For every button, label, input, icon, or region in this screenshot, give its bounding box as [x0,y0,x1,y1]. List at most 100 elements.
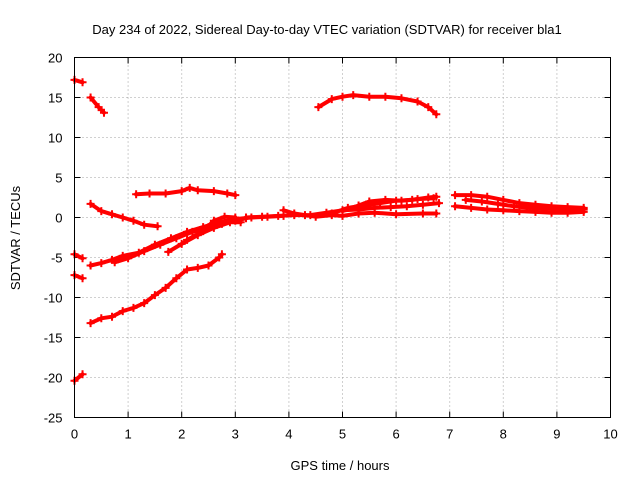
data-point [413,195,422,204]
data-point [209,223,218,232]
data-point [290,209,299,218]
data-point [108,312,117,321]
data-point [86,319,95,328]
series-arc-19 [86,250,226,328]
data-point [223,189,232,198]
y-tick-label: 0 [55,211,62,226]
series-arc-6 [70,250,87,263]
data-point [177,187,186,196]
series-arc-4 [132,183,240,200]
data-point [526,203,535,212]
data-point [161,283,170,292]
data-point [108,210,117,219]
x-tick-label: 2 [178,427,185,442]
data-point [510,202,519,211]
data-point [97,314,106,323]
data-point [579,205,588,214]
data-point [432,209,441,218]
x-tick-label: 7 [446,427,453,442]
data-point [193,186,202,195]
data-point [199,227,208,236]
y-axis-label: SDTVAR / TECUs [8,185,23,290]
data-point [558,205,567,214]
data-point [118,213,127,222]
data-point [311,212,320,221]
data-point [397,196,406,205]
data-point [354,209,363,218]
data-point [467,203,476,212]
data-point [314,103,323,112]
data-point [183,265,192,274]
y-tick-label: -5 [51,251,63,266]
grid-lines [74,57,611,418]
data-point [231,191,240,200]
data-point [467,191,476,200]
series-line [88,95,106,115]
data-point [327,95,336,104]
data-point [140,220,149,229]
data-point [236,218,245,227]
data-point [397,94,406,103]
data-point [392,210,401,219]
data-point [429,194,438,203]
data-point [78,370,87,379]
data-series [70,75,588,385]
x-tick-label: 6 [392,427,399,442]
data-point [78,78,87,87]
x-tick-label: 3 [232,427,239,442]
data-point [220,212,229,221]
x-tick-label: 8 [500,427,507,442]
data-point [418,200,427,209]
data-point [432,110,441,119]
series-arc-11 [183,212,240,244]
data-point [370,208,379,217]
data-point [97,259,106,268]
data-point [161,189,170,198]
data-point [461,195,470,204]
series-arc-5 [86,199,162,231]
data-point [145,189,154,198]
x-tick-label: 0 [71,427,78,442]
y-tick-label: -25 [44,411,63,426]
data-point [327,209,336,218]
series-arc-7 [70,271,87,283]
data-point [483,205,492,214]
data-point [274,211,283,220]
y-tick-label: 15 [48,91,62,106]
data-point [434,199,443,208]
data-point [381,92,390,101]
data-point [338,207,347,216]
data-point [129,303,138,312]
series-arc-18 [461,195,588,214]
data-point [118,307,127,316]
data-point [124,254,133,263]
data-point [386,203,395,212]
data-point [365,197,374,206]
chart-title: Day 234 of 2022, Sidereal Day-to-day VTE… [92,22,561,37]
series-arc-20 [70,370,87,385]
data-point [177,239,186,248]
x-tick-label: 10 [603,427,617,442]
data-point [97,207,106,216]
x-tick-label: 5 [339,427,346,442]
y-tick-label: -15 [44,331,63,346]
data-point [110,258,119,267]
y-tick-label: 20 [48,51,62,66]
data-point [183,235,192,244]
data-point [185,183,194,192]
data-point [86,199,95,208]
y-tick-labels: -25 -20 -15 -10 -5 0 5 10 15 20 [44,51,63,426]
data-point [94,103,103,112]
data-point [153,222,162,231]
x-tick-label: 9 [553,427,560,442]
data-point [381,195,390,204]
data-point [499,206,508,215]
data-point [86,261,95,270]
data-point [140,299,149,308]
data-point [354,201,363,210]
y-tick-label: 10 [48,131,62,146]
data-point [204,261,213,270]
data-point [418,209,427,218]
plot-frame [74,57,611,418]
